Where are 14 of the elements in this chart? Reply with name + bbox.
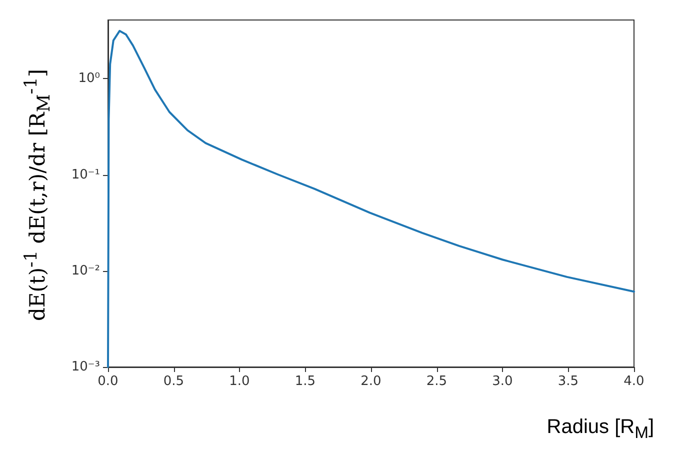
x-tick-label: 3.5 xyxy=(558,374,579,389)
x-tick-label: 4.0 xyxy=(624,374,644,389)
x-tick-label: 0.0 xyxy=(98,374,118,389)
x-axis-title: Radius [R$_{M}$] xyxy=(546,416,654,443)
x-tick-label: 1.5 xyxy=(294,374,316,389)
y-tick-label: 10⁻¹ xyxy=(71,167,100,182)
y-tick-label: 10⁻² xyxy=(71,263,100,278)
x-tick-label: 2.5 xyxy=(426,374,448,389)
x-tick-label: 2.0 xyxy=(360,374,382,389)
x-tick-label: 3.0 xyxy=(492,374,513,389)
x-tick-label: 0.5 xyxy=(163,374,184,389)
y-tick-label: 10⁻³ xyxy=(71,360,100,374)
x-tick-label: 1.0 xyxy=(229,374,250,389)
y-tick-label: 10⁰ xyxy=(78,71,100,86)
